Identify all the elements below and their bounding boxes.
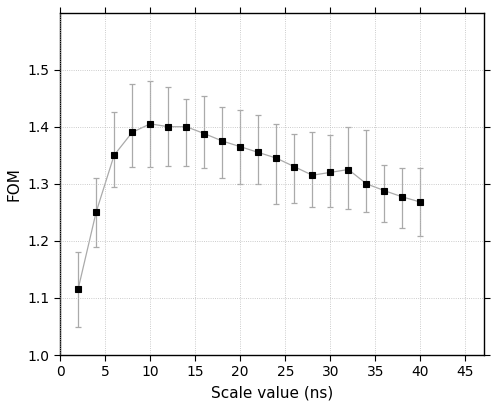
- Y-axis label: FOM: FOM: [7, 167, 22, 201]
- X-axis label: Scale value (ns): Scale value (ns): [211, 385, 333, 400]
